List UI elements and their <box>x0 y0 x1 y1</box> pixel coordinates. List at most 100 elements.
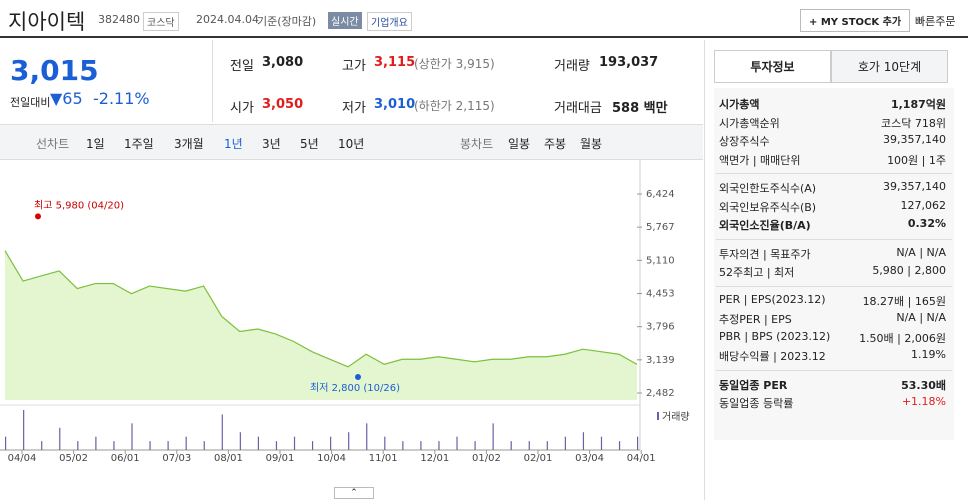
info-label: 시가총액 <box>719 98 760 111</box>
group-rule <box>716 173 952 174</box>
x-tick-label: 10/04 <box>317 453 346 464</box>
quote-label: 시가 <box>230 101 254 116</box>
info-label: 투자의견 | 목표주가 <box>719 247 811 261</box>
tab-bar <box>0 124 703 160</box>
info-value: 1.19% <box>911 348 946 361</box>
info-value: 1,187억원 <box>890 98 946 111</box>
info-value: +1.18% <box>901 395 946 408</box>
quote-extra: (하한가 2,115) <box>414 99 495 113</box>
side-tab[interactable]: 호가 10단계 <box>831 50 948 83</box>
volume-bar <box>95 436 97 450</box>
stock-name: 지아이텍 <box>8 10 86 34</box>
info-label: 외국인한도주식수(A) <box>719 182 817 195</box>
quick-order[interactable]: 빠른주문 <box>915 15 956 28</box>
quote-label: 거래대금 <box>554 101 602 116</box>
info-label: 동일업종 등락률 <box>719 397 794 410</box>
volume-bar <box>600 436 603 450</box>
x-tick-label: 07/03 <box>162 453 191 464</box>
change-rate: -2.11% <box>93 89 150 108</box>
x-tick-label: 09/01 <box>266 453 295 464</box>
period-tab[interactable]: 3개월 <box>174 137 204 151</box>
period-tab[interactable]: 10년 <box>338 137 365 151</box>
info-label: PER | EPS(2023.12) <box>719 292 826 306</box>
divider <box>212 40 213 122</box>
volume-bar <box>474 441 476 450</box>
period-tab[interactable]: 3년 <box>262 137 281 151</box>
volume-bar <box>402 441 404 450</box>
period-tab[interactable]: 1주일 <box>124 137 154 151</box>
volume-bar <box>185 436 187 450</box>
x-tick-label: 04/01 <box>627 453 656 464</box>
period-tab[interactable]: 5년 <box>300 137 319 151</box>
volume-bar <box>528 441 530 450</box>
y-tick-label: 6,424 <box>646 189 675 200</box>
volume-bar <box>113 441 115 450</box>
volume-bar <box>456 436 458 450</box>
period-tab[interactable]: 1년 <box>224 137 243 151</box>
realtime[interactable]: 실시간 <box>328 12 362 29</box>
y-tick-label: 4,453 <box>646 289 675 300</box>
info-value: 127,062 <box>900 198 947 212</box>
market: 코스닥 <box>143 12 179 31</box>
y-tick-label: 5,110 <box>646 255 675 266</box>
quote-value: 3,050 <box>262 97 304 112</box>
quote-label: 저가 <box>342 101 366 116</box>
x-tick-label: 11/01 <box>369 453 398 464</box>
info-label: 52주최고 | 최저 <box>719 266 795 279</box>
quote-value: 3,080 <box>262 55 304 70</box>
info-value: 39,357,140 <box>883 133 946 146</box>
info-value: 5,980 | 2,800 <box>872 264 946 277</box>
side-tab[interactable]: 투자정보 <box>714 50 831 83</box>
my-stock[interactable]: + MY STOCK 추가 <box>800 9 911 32</box>
info-label: 시가총액순위 <box>719 116 780 130</box>
company[interactable]: 기업개요 <box>367 12 412 31</box>
info-label: 상장주식수 <box>719 135 770 148</box>
candle-tab[interactable]: 월봉 <box>580 137 603 151</box>
volume-bar <box>77 441 79 450</box>
quote-value: 193,037 <box>599 55 659 70</box>
candle-tab[interactable]: 일봉 <box>508 137 531 151</box>
group-rule <box>716 285 952 287</box>
low-label: 최저 2,800 (10/26) <box>310 382 400 394</box>
info-value: N/A | N/A <box>896 311 946 324</box>
volume-bar <box>582 432 585 450</box>
price-line <box>4 250 638 368</box>
volume-bar <box>221 414 223 450</box>
header-rule <box>0 36 968 38</box>
quote-label: 거래량 <box>554 59 590 74</box>
volume-bar <box>167 441 169 450</box>
date: 2024.04.04 <box>196 13 259 26</box>
volume-bar <box>438 441 440 450</box>
volume-bar <box>293 436 296 450</box>
collapse-button[interactable]: ⌃ <box>334 487 374 499</box>
area <box>5 250 637 400</box>
quote-label: 고가 <box>342 59 366 74</box>
info-label: 외국인보유주식수(B) <box>719 200 817 214</box>
stock-code: 382480 <box>98 13 140 26</box>
candle-tab[interactable]: 주봉 <box>544 137 567 151</box>
x-tick-label: 05/02 <box>59 453 88 464</box>
info-value: 1.50배 | 2,006원 <box>859 331 946 345</box>
info-label: 추정PER | EPS <box>719 313 792 326</box>
volume-bar <box>275 441 278 450</box>
current-price: 3,015 <box>10 54 99 87</box>
volume-bar <box>131 423 133 450</box>
volume-bar <box>564 436 566 450</box>
high-dot <box>35 213 41 220</box>
info-value: N/A | N/A <box>896 245 946 259</box>
info-label: PBR | BPS (2023.12) <box>719 329 831 343</box>
volume-bar <box>257 436 259 450</box>
tab-title: 선차트 <box>36 137 70 151</box>
volume-bar <box>41 441 43 450</box>
side-panel <box>704 40 968 500</box>
info-value: 18.27배 | 165원 <box>862 294 946 308</box>
x-tick-label: 03/04 <box>575 453 604 464</box>
volume-bar <box>366 423 368 450</box>
period-tab[interactable]: 1일 <box>86 137 105 151</box>
volume-bar <box>5 436 7 450</box>
info-label: 동일업종 PER <box>719 378 788 392</box>
info-value: 코스닥 718위 <box>881 116 946 130</box>
x-tick-label: 04/04 <box>8 453 37 464</box>
volume-bar <box>546 441 548 450</box>
